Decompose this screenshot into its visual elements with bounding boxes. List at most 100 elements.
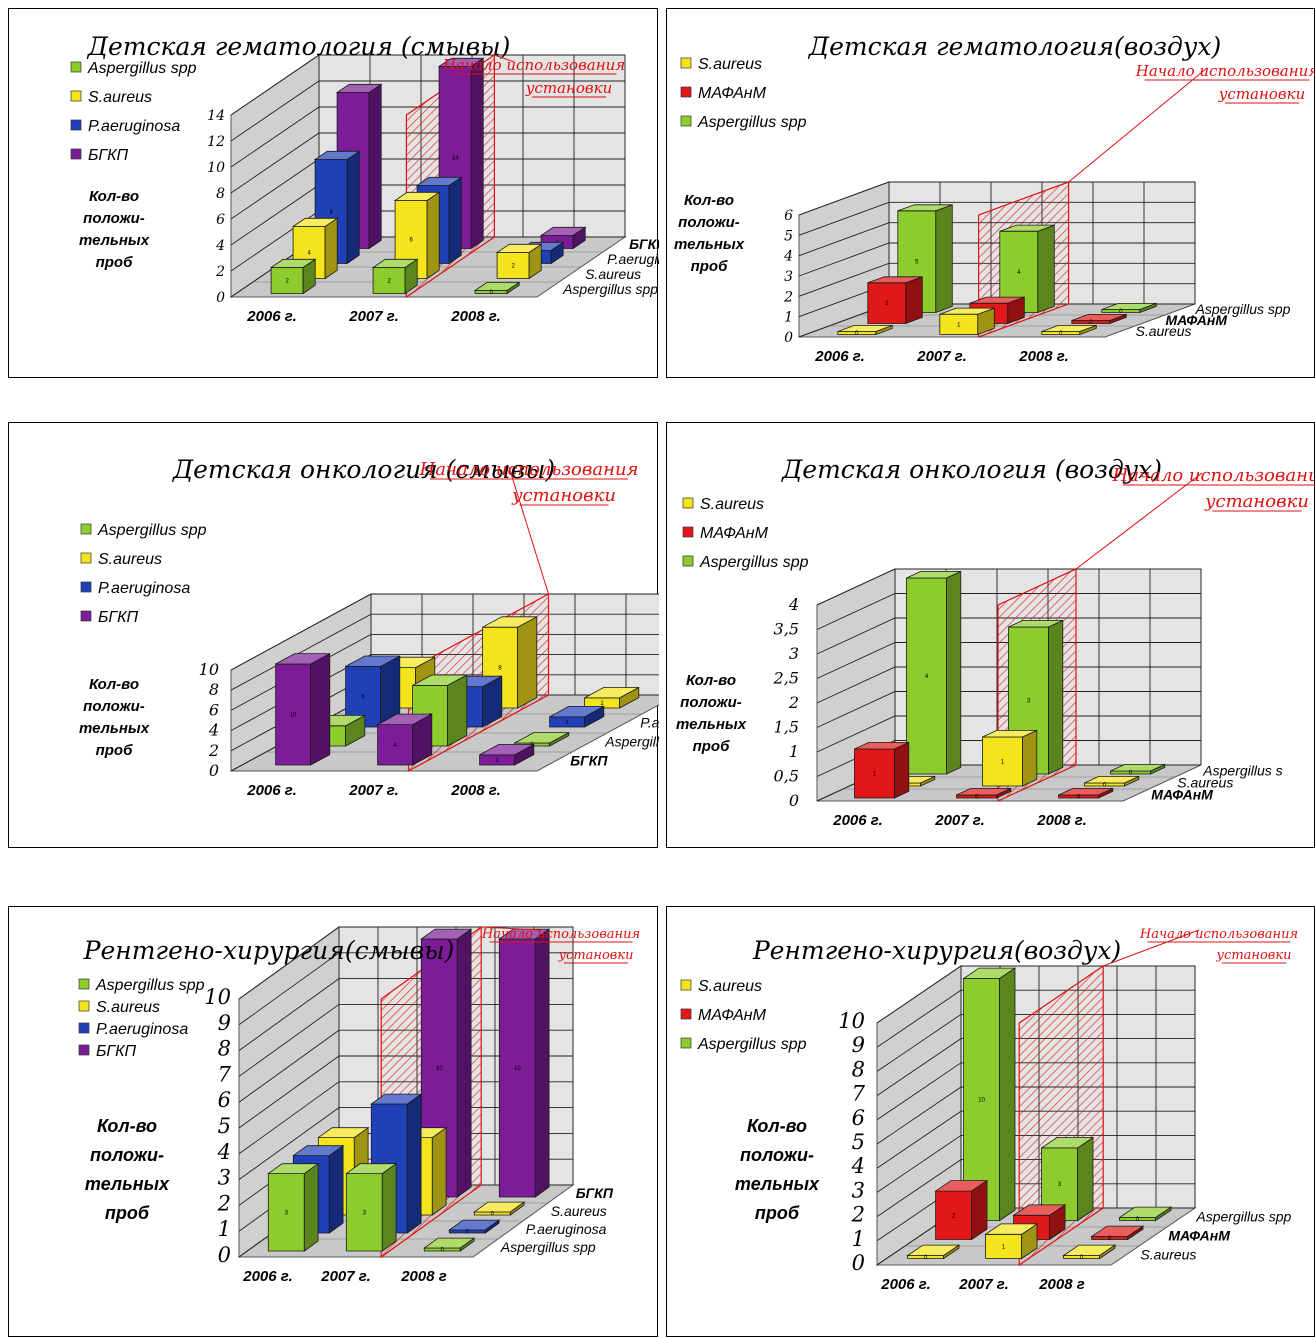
y-tick-label: 1	[852, 1227, 865, 1251]
y-tick-label: 6	[784, 208, 793, 224]
bar-aspergillus-spp-2: 0	[473, 281, 521, 296]
legend-swatch	[78, 1000, 90, 1012]
y-tick-label: 8	[218, 1037, 231, 1061]
y-tick-label: 6	[209, 700, 219, 719]
depth-label: Aspergillus spp	[500, 1239, 596, 1255]
bar-value-label: 2	[885, 301, 889, 307]
y-tick-label: 3,5	[774, 620, 799, 639]
bar-s-aureus-1: 1	[982, 729, 1038, 787]
bar-aspergillus-spp-2: 0	[1110, 763, 1166, 777]
bar-value-label: 1	[495, 758, 499, 764]
y-tick-label: 6	[218, 1088, 231, 1112]
legend-swatch	[70, 148, 82, 160]
chart-panel-hematology-swabs: 12141861462220024681012142006 г.2007 г.2…	[8, 8, 659, 378]
bar-value-label: 0	[1136, 1217, 1140, 1223]
bar-aspergillus-spp-0: 4	[906, 570, 962, 775]
bar-value-label: 3	[363, 1210, 367, 1216]
annotation-text: установки	[1218, 85, 1306, 103]
legend-swatch	[680, 979, 692, 991]
bar-value-label: 10	[978, 1098, 985, 1104]
bar-value-label: 10	[290, 713, 297, 719]
annotation-text: установки	[1204, 491, 1309, 512]
legend-swatch	[78, 1022, 90, 1034]
bar-aspergillus-spp-2: 0	[1118, 1206, 1173, 1223]
annotation-text: Начало использования	[442, 56, 625, 74]
bar-value-label: 5	[915, 260, 919, 266]
y-axis-label: проб	[691, 258, 728, 275]
annotation-pointer	[494, 54, 515, 63]
depth-label: БГКП	[570, 753, 608, 769]
chart-panel-xray-surgery-air: 10302100100123456789102006 г.2007 г.2008…	[666, 906, 1315, 1337]
bar-value-label: 0	[924, 1255, 928, 1261]
y-tick-label: 10	[838, 1009, 865, 1033]
legend-label: Aspergillus spp	[95, 977, 205, 994]
y-axis-label: положи-	[740, 1145, 814, 1165]
bar-value-label: 3	[285, 1210, 289, 1216]
chart-title: Рентгено-хирургия(смывы)	[83, 936, 455, 965]
bar-s-aureus-1: 1	[939, 307, 995, 336]
bar-value-label: 10	[514, 1066, 521, 1072]
y-tick-label: 9	[852, 1033, 865, 1057]
x-tick-label: 2006 г.	[246, 308, 297, 325]
bar-мафанм-0: 1	[854, 741, 910, 799]
y-tick-label: 1	[789, 742, 799, 761]
y-tick-label: 0	[216, 290, 225, 306]
depth-label: S.aureus	[551, 1203, 607, 1219]
legend-swatch	[682, 526, 694, 538]
depth-label: Aspergillus spp	[562, 281, 658, 297]
legend-label: S.aureus	[96, 999, 160, 1016]
x-tick-label: 2007 г.	[348, 782, 399, 799]
bar-p-aeruginosa-0: 6	[345, 655, 401, 728]
legend-label: S.aureus	[700, 496, 764, 513]
y-tick-label: 2	[215, 264, 225, 280]
x-tick-label: 2006 г.	[814, 348, 865, 365]
bar-p-aeruginosa-2: 0	[448, 1219, 501, 1236]
x-tick-label: 2007 г.	[348, 308, 399, 325]
depth-label: P.aeruginosa	[640, 715, 659, 731]
depth-label: S.aureus	[1140, 1247, 1196, 1263]
y-tick-label: 4	[217, 1140, 231, 1164]
depth-label: Aspergillus spp	[1195, 1209, 1291, 1225]
annotation-text: установки	[511, 485, 616, 506]
legend-label: P.aeruginosa	[88, 118, 180, 135]
annotation-text: Начало использования	[1139, 927, 1298, 942]
legend-swatch	[680, 86, 692, 98]
bar-value-label: 0	[1089, 320, 1093, 326]
bar-бгкп-0: 10	[275, 652, 331, 766]
bar-value-label: 0	[1103, 783, 1107, 789]
bar-s-aureus-1: 1	[984, 1223, 1039, 1260]
y-tick-label: 3	[852, 1178, 865, 1202]
bar-value-label: 10	[436, 1066, 443, 1072]
annotation-text: Начало использования	[481, 927, 640, 942]
bar-value-label: 2	[387, 279, 391, 285]
bar-бгкп-2: 10	[498, 928, 551, 1198]
x-tick-label: 2008 г.	[1036, 812, 1087, 829]
depth-label: S.aureus	[1177, 774, 1233, 790]
chart-svg: 54021001001234562006 г.2007 г.2008 г.S.a…	[674, 32, 1315, 365]
y-tick-label: 3	[218, 1166, 231, 1190]
legend-label: Aspergillus spp	[697, 114, 807, 131]
bar-value-label: 1	[1002, 1244, 1006, 1250]
bar-мафанм-0: 2	[934, 1179, 989, 1241]
legend-label: БГКП	[98, 609, 139, 626]
legend-label: S.aureus	[98, 551, 162, 568]
legend-swatch	[78, 978, 90, 990]
x-tick-label: 2008 г.	[450, 782, 501, 799]
legend-swatch	[80, 581, 92, 593]
y-tick-label: 1	[784, 310, 793, 326]
y-tick-label: 8	[216, 186, 225, 202]
y-axis-label: тельных	[674, 236, 745, 253]
depth-label: БГКП	[576, 1185, 614, 1201]
y-axis-label: проб	[96, 742, 133, 759]
legend-label: S.aureus	[698, 56, 762, 73]
y-tick-label: 9	[218, 1011, 231, 1035]
annotation-text: установки	[525, 79, 613, 97]
bar-value-label: 4	[393, 743, 397, 749]
bar-aspergillus-spp-0: 2	[269, 258, 317, 295]
bar-value-label: 8	[498, 666, 502, 672]
y-tick-label: 5	[784, 228, 793, 244]
y-axis-label: положи-	[678, 214, 740, 231]
legend-label: S.aureus	[698, 978, 762, 995]
legend-swatch	[70, 61, 82, 73]
